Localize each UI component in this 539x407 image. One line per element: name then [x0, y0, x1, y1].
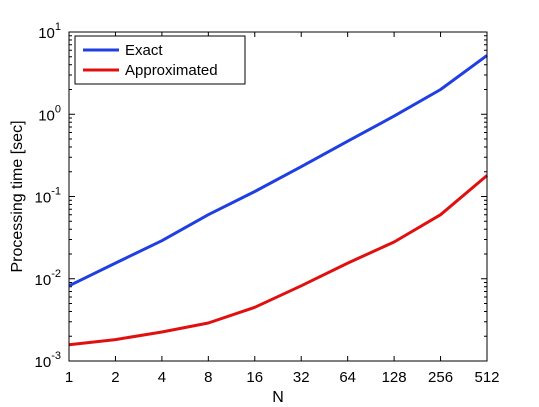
legend-label-approximated: Approximated [125, 62, 218, 79]
x-tick-label: 256 [428, 369, 453, 386]
y-tick-base: 10 [35, 190, 52, 207]
x-tick-label: 4 [158, 369, 166, 386]
x-tick-label: 512 [474, 369, 499, 386]
x-axis-ticks: 1 2 4 8 16 32 64 128 256 512 [65, 32, 500, 386]
y-tick-exponent: -3 [51, 350, 61, 362]
plot-frame [68, 31, 488, 362]
y-axis-label: Processing time [sec] [9, 120, 26, 272]
y-tick-exponent: -1 [51, 186, 61, 198]
series-line-approximated [68, 174, 488, 347]
y-tick-label: 10-2 [35, 268, 61, 289]
x-tick-label: 64 [339, 369, 356, 386]
x-tick-label: 1 [65, 369, 73, 386]
x-tick-label: 8 [204, 369, 212, 386]
x-tick-label: 16 [246, 369, 263, 386]
y-tick-exponent: 1 [55, 21, 61, 33]
legend-label-exact: Exact [125, 42, 163, 59]
series-layer [68, 54, 488, 347]
y-tick-base: 10 [35, 272, 52, 289]
x-tick-label: 32 [293, 369, 310, 386]
y-tick-base: 10 [38, 107, 55, 124]
x-tick-label: 2 [111, 369, 119, 386]
y-tick-label: 10-3 [35, 350, 61, 371]
y-tick-exponent: -2 [51, 268, 61, 280]
y-tick-base: 10 [35, 354, 52, 371]
y-tick-label: 101 [38, 21, 61, 42]
y-tick-base: 10 [38, 25, 55, 42]
x-tick-label: 128 [382, 369, 407, 386]
y-tick-label: 100 [38, 103, 61, 124]
y-tick-exponent: 0 [55, 103, 61, 115]
legend-box [74, 35, 246, 85]
x-axis-label: N [272, 389, 284, 406]
legend: Exact Approximated [74, 35, 246, 85]
y-tick-label: 10-1 [35, 186, 61, 207]
series-line-exact [68, 54, 488, 288]
